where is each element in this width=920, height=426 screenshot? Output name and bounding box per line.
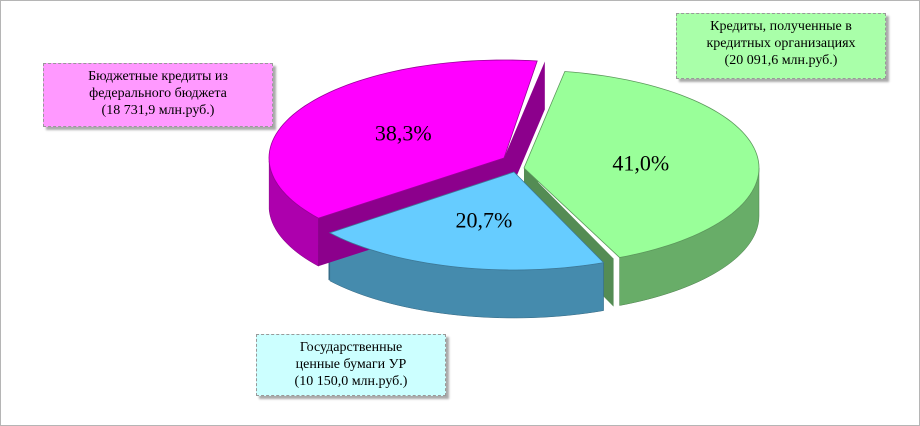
category-label: Кредиты, полученные в кредитных организа… <box>676 13 886 79</box>
data-label: 41,0% <box>612 151 669 176</box>
category-label: Государственные ценные бумаги УР (10 150… <box>256 334 446 396</box>
pie-tops <box>268 59 760 271</box>
category-label: Бюджетные кредиты из федерального бюджет… <box>43 63 273 127</box>
slice <box>523 71 760 258</box>
slice-wall <box>504 61 545 206</box>
slice <box>328 171 605 271</box>
data-label: 38,3% <box>375 121 432 146</box>
slice <box>268 59 538 219</box>
data-label: 20,7% <box>455 207 512 232</box>
